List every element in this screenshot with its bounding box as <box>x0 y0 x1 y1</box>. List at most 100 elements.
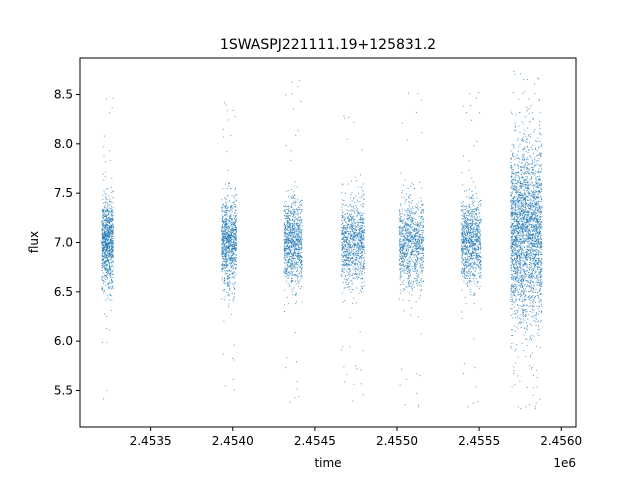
data-point <box>106 274 108 276</box>
data-point <box>350 245 351 247</box>
data-point <box>107 258 109 260</box>
data-point <box>362 246 364 248</box>
data-point <box>410 202 412 204</box>
data-point <box>476 222 478 224</box>
data-point <box>290 229 292 231</box>
data-point <box>362 394 364 396</box>
data-point <box>106 226 108 228</box>
data-point <box>345 262 347 264</box>
data-point <box>235 228 237 230</box>
data-point <box>477 220 478 221</box>
data-point <box>228 233 230 235</box>
data-point <box>348 220 349 222</box>
data-point <box>107 251 108 253</box>
data-point <box>224 296 226 298</box>
data-point <box>103 240 105 242</box>
data-point <box>359 257 361 259</box>
data-point <box>468 228 470 230</box>
data-point <box>230 243 232 245</box>
data-point <box>298 227 300 229</box>
data-point <box>471 234 473 236</box>
data-point <box>356 245 358 247</box>
data-point <box>234 237 235 238</box>
data-point <box>421 216 422 218</box>
data-point <box>286 241 288 243</box>
data-point <box>295 294 297 296</box>
data-point <box>461 244 463 246</box>
data-point <box>407 272 409 274</box>
data-point <box>357 243 359 245</box>
data-point <box>232 244 234 246</box>
data-point <box>470 197 472 199</box>
data-point <box>348 117 350 118</box>
data-point <box>234 263 236 265</box>
data-point <box>300 259 302 260</box>
data-point <box>471 243 473 245</box>
data-point <box>287 255 289 257</box>
data-point <box>105 171 107 173</box>
data-point <box>231 255 233 257</box>
data-point <box>355 223 357 224</box>
data-point <box>226 231 228 233</box>
data-point <box>110 277 112 279</box>
data-point <box>470 264 472 265</box>
data-point <box>403 241 405 243</box>
data-point <box>224 233 225 235</box>
data-point <box>419 237 421 238</box>
data-point <box>107 282 109 284</box>
data-point <box>349 252 351 253</box>
data-point <box>465 235 467 237</box>
data-point <box>414 248 416 250</box>
data-point <box>231 232 233 234</box>
data-point <box>354 201 356 203</box>
data-point <box>406 238 408 240</box>
data-point <box>405 379 407 380</box>
data-point <box>233 268 234 270</box>
data-point <box>291 275 293 277</box>
data-point <box>351 233 353 235</box>
data-point <box>415 250 417 252</box>
data-point <box>104 249 106 251</box>
data-point <box>363 246 365 248</box>
data-point <box>467 406 469 408</box>
data-point <box>232 228 234 229</box>
data-point <box>292 265 294 267</box>
data-point <box>466 242 467 243</box>
data-point <box>223 267 224 269</box>
data-point <box>288 239 289 241</box>
data-point <box>225 197 227 199</box>
data-point <box>401 257 403 259</box>
data-point <box>416 246 418 247</box>
data-point <box>103 247 105 249</box>
data-point <box>105 196 107 198</box>
data-point <box>411 288 413 290</box>
data-point <box>419 234 421 236</box>
data-point <box>354 273 356 275</box>
data-point <box>229 237 231 238</box>
data-point <box>350 243 352 245</box>
data-point <box>421 271 423 272</box>
data-point <box>226 210 228 212</box>
data-point <box>290 268 292 270</box>
data-point <box>359 225 361 227</box>
data-point <box>299 212 301 214</box>
data-point <box>104 227 106 229</box>
data-point <box>341 346 343 348</box>
data-point <box>466 254 468 256</box>
data-point <box>291 272 293 274</box>
data-point <box>416 273 418 274</box>
data-point <box>363 221 365 223</box>
data-point <box>358 193 360 195</box>
data-point <box>412 240 414 242</box>
data-point <box>105 231 107 233</box>
data-point <box>288 215 290 217</box>
data-point <box>353 239 355 241</box>
data-point <box>110 212 112 214</box>
data-point <box>223 206 225 208</box>
data-point <box>236 231 237 233</box>
data-point <box>226 267 228 269</box>
data-point <box>222 218 223 220</box>
data-point <box>234 259 236 261</box>
data-point <box>402 220 404 222</box>
data-point <box>294 275 296 276</box>
